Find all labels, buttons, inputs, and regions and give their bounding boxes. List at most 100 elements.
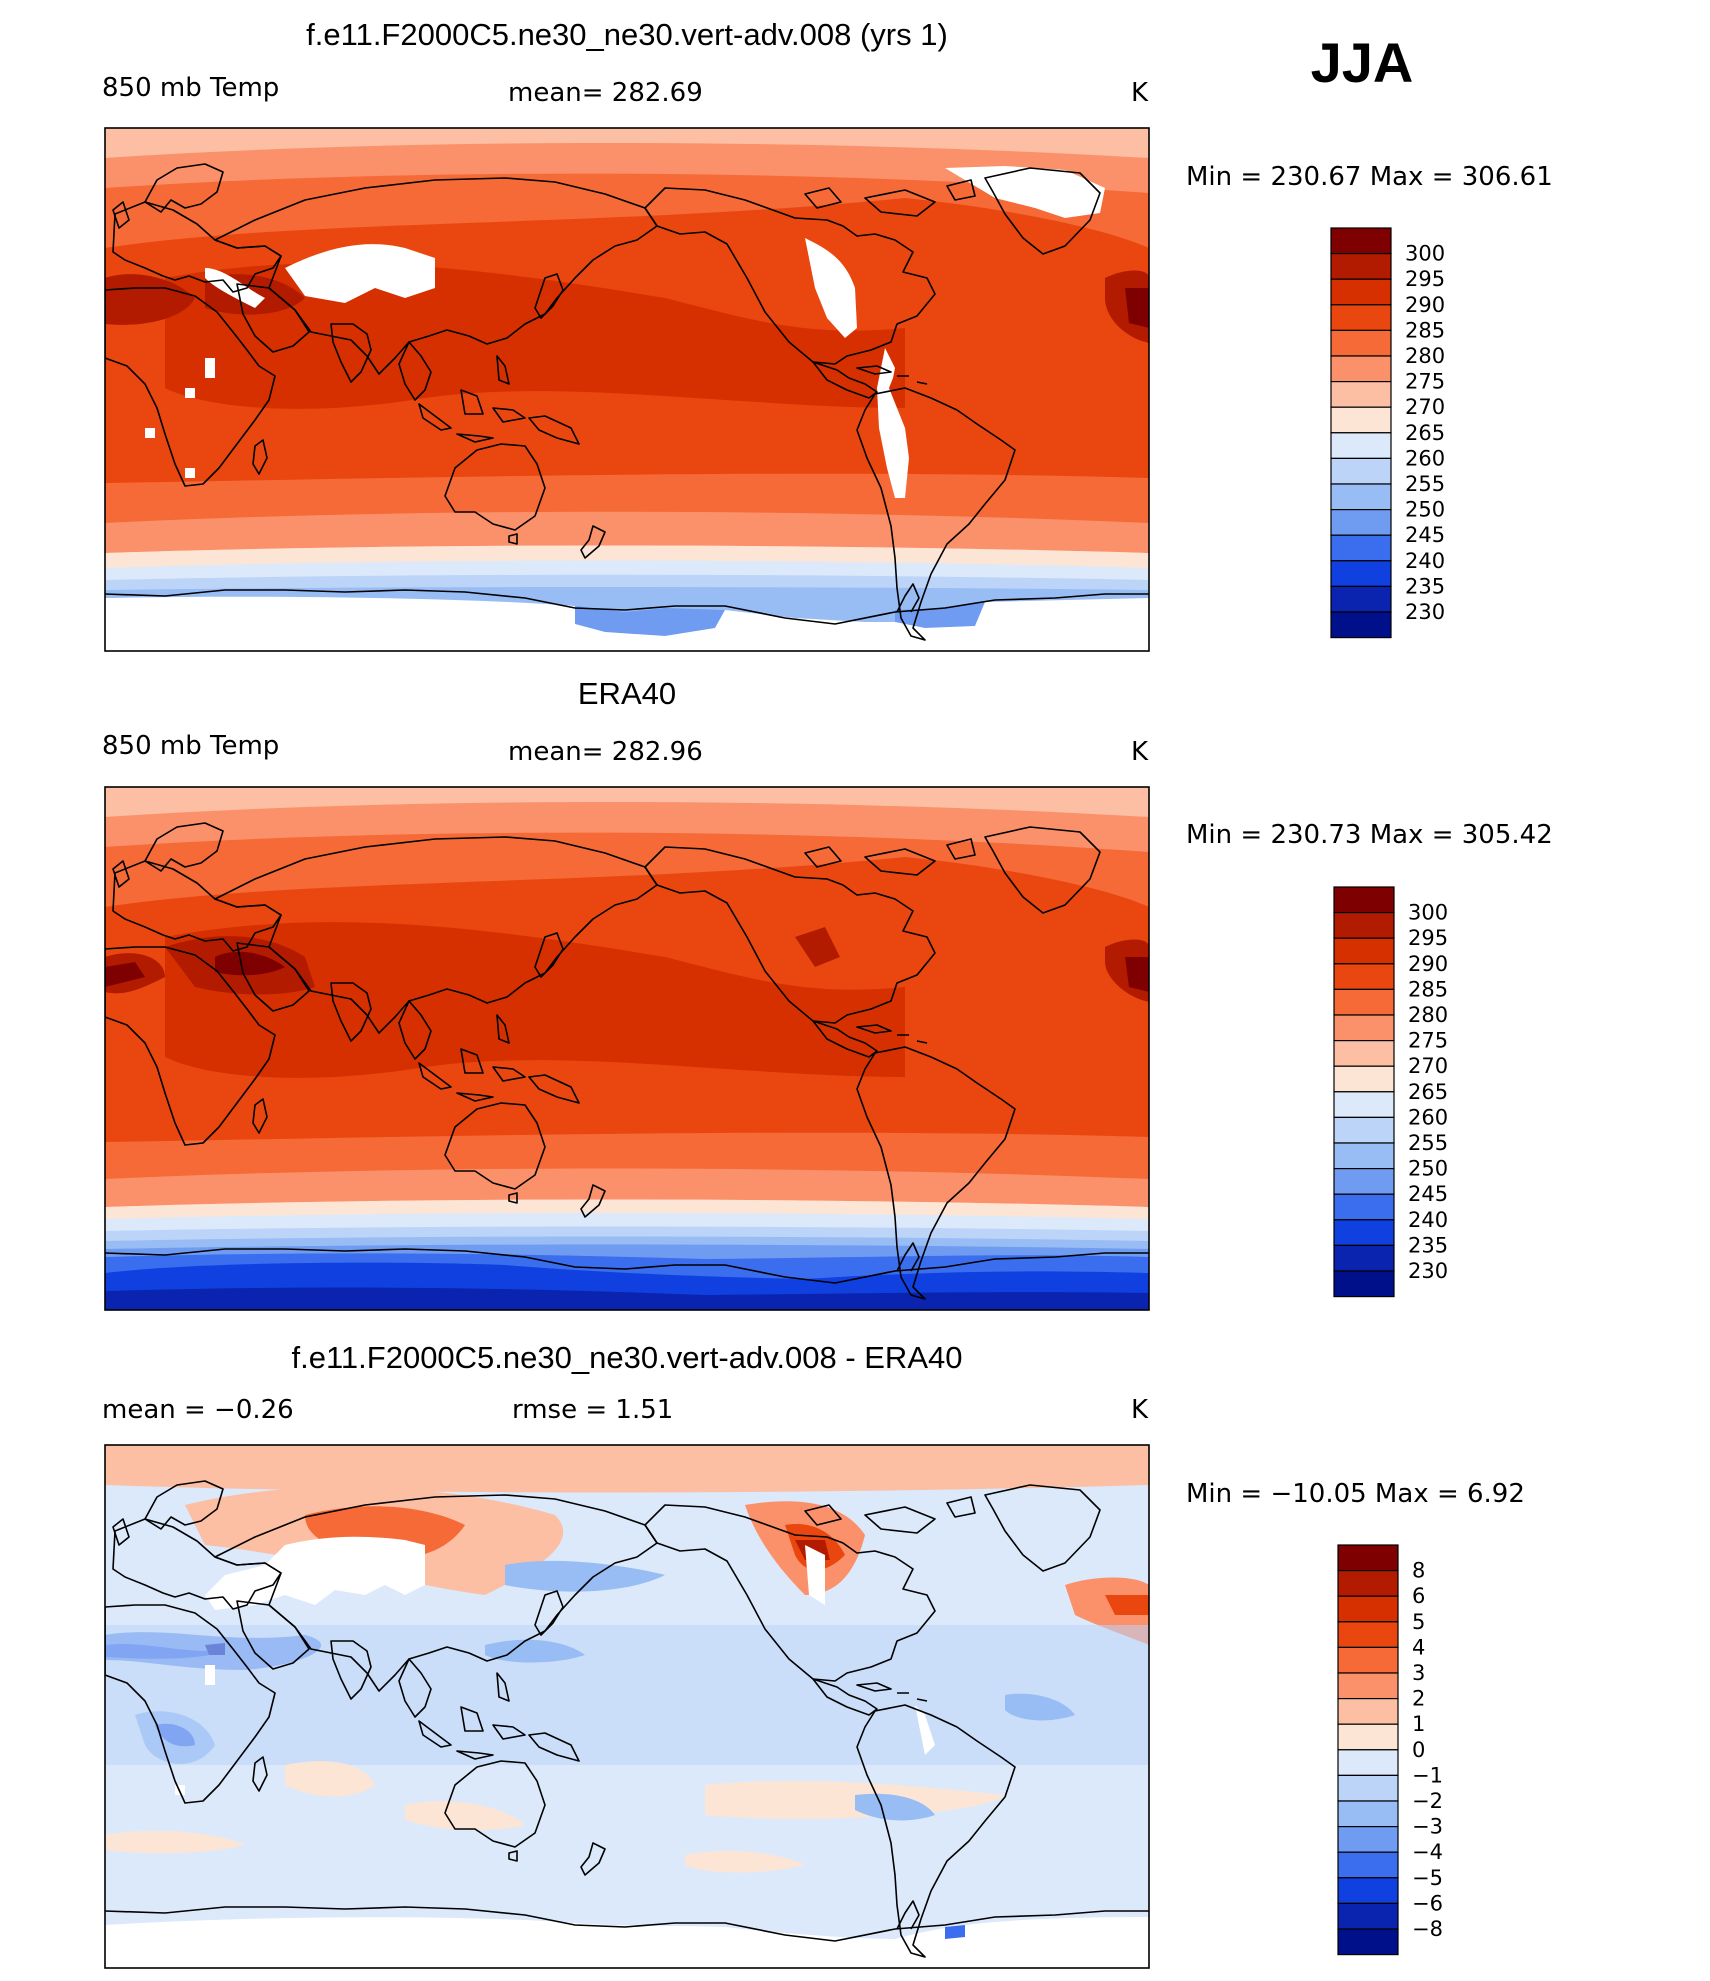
colorbar-swatch [1330, 585, 1392, 613]
panel-2-mean: mean= 282.96 [508, 737, 703, 767]
colorbar-tick-label: 300 [1408, 901, 1448, 925]
colorbar-tick-label: 295 [1408, 926, 1448, 950]
panel-1-mean: mean= 282.69 [508, 78, 703, 108]
colorbar-tick-label: 265 [1408, 1080, 1448, 1104]
colorbar-swatch [1333, 1014, 1395, 1042]
colorbar-swatch [1330, 611, 1392, 639]
colorbar-tick-label: −8 [1412, 1917, 1443, 1941]
colorbar-tick-label: 245 [1408, 1182, 1448, 1206]
colorbar-swatch [1330, 432, 1392, 459]
colorbar-swatch [1337, 1774, 1399, 1802]
colorbar-tick-label: −5 [1412, 1866, 1443, 1890]
colorbar-swatch [1337, 1723, 1399, 1751]
colorbar-tick-label: −4 [1412, 1840, 1443, 1864]
colorbar-tick-label: 280 [1408, 1003, 1448, 1027]
colorbar-swatch [1337, 1544, 1399, 1572]
colorbar-swatch [1333, 1219, 1395, 1247]
colorbar-tick-label: 255 [1408, 1131, 1448, 1155]
panel-3-rmse: rmse = 1.51 [512, 1395, 673, 1425]
colorbar-tick-label: 290 [1405, 293, 1445, 317]
colorbar-tick-label: 295 [1405, 267, 1445, 291]
colorbar-tick-label: 285 [1405, 318, 1445, 342]
colorbar-swatch [1337, 1902, 1399, 1930]
colorbar-swatch [1333, 1039, 1395, 1067]
colorbar-swatch [1337, 1877, 1399, 1905]
colorbar-swatch [1333, 911, 1395, 939]
panel-2-units: K [1131, 737, 1149, 767]
colorbar-swatch [1337, 1928, 1399, 1956]
colorbar-swatch [1333, 937, 1395, 965]
colorbar-tick-label: 1 [1412, 1712, 1425, 1736]
colorbar-swatch [1330, 329, 1392, 357]
colorbar-swatch [1333, 1244, 1395, 1272]
colorbar-swatch [1337, 1621, 1399, 1649]
colorbar-swatch [1330, 560, 1392, 587]
map-panel-difference [104, 1444, 1150, 1969]
panel-2-title: ERA40 [578, 676, 676, 711]
colorbar-tick-label: 275 [1405, 370, 1445, 394]
colorbar-tick-label: 255 [1405, 472, 1445, 496]
colorbar-swatch [1330, 406, 1392, 434]
panel-3-units: K [1131, 1395, 1149, 1425]
colorbar-swatch [1330, 509, 1392, 536]
colorbar-tick-label: 0 [1412, 1738, 1425, 1762]
colorbar-tick-label: 3 [1412, 1661, 1425, 1685]
colorbar-tick-label: 250 [1408, 1157, 1448, 1181]
colorbar-swatch [1330, 534, 1392, 562]
colorbar-swatch [1330, 253, 1392, 280]
colorbar-model: 3002952902852802752702652602552502452402… [1330, 227, 1445, 639]
colorbar-swatch [1337, 1749, 1399, 1777]
colorbar-tick-label: 245 [1405, 523, 1445, 547]
colorbar-swatch [1333, 1193, 1395, 1221]
colorbar-tick-label: 290 [1408, 952, 1448, 976]
colorbar-tick-label: 260 [1405, 446, 1445, 470]
panel-2-minmax: Min = 230.73 Max = 305.42 [1186, 820, 1553, 850]
colorbar-swatch [1333, 1091, 1395, 1119]
panel-2-variable-label: 850 mb Temp [102, 731, 279, 761]
colorbar-swatch [1330, 304, 1392, 331]
map-panel-model [104, 127, 1150, 652]
colorbar-swatch [1330, 278, 1392, 306]
colorbar-swatch [1337, 1825, 1399, 1853]
colorbar-tick-label: 270 [1405, 395, 1445, 419]
colorbar-swatch [1337, 1646, 1399, 1674]
colorbar-tick-label: 240 [1405, 549, 1445, 573]
panel-1-title: f.e11.F2000C5.ne30_ne30.vert-adv.008 (yr… [306, 17, 948, 52]
colorbar-tick-label: 235 [1405, 574, 1445, 598]
panel-3-minmax: Min = −10.05 Max = 6.92 [1186, 1479, 1525, 1509]
colorbar-tick-label: −6 [1412, 1891, 1443, 1915]
map-panel-era40 [104, 786, 1150, 1311]
colorbar-tick-label: 8 [1412, 1559, 1425, 1583]
colorbar-swatch [1333, 1270, 1395, 1298]
colorbar-swatch [1337, 1851, 1399, 1879]
colorbar-tick-label: 250 [1405, 498, 1445, 522]
colorbar-tick-label: 270 [1408, 1054, 1448, 1078]
colorbar-swatch [1330, 355, 1392, 383]
colorbar-swatch [1330, 457, 1392, 485]
colorbar-swatch [1333, 988, 1395, 1016]
colorbar-swatch [1337, 1569, 1399, 1597]
colorbar-tick-label: 230 [1405, 600, 1445, 624]
season-label: JJA [1311, 31, 1414, 94]
colorbar-swatch [1337, 1800, 1399, 1828]
colorbar-tick-label: 265 [1405, 421, 1445, 445]
panel-3-title: f.e11.F2000C5.ne30_ne30.vert-adv.008 - E… [292, 1340, 963, 1375]
colorbar-tick-label: 2 [1412, 1687, 1425, 1711]
colorbar-tick-label: 280 [1405, 344, 1445, 368]
colorbar-swatch [1333, 1167, 1395, 1195]
colorbar-tick-label: 300 [1405, 242, 1445, 266]
colorbar-swatch [1337, 1595, 1399, 1623]
colorbar-tick-label: 285 [1408, 977, 1448, 1001]
panel-1-minmax: Min = 230.67 Max = 306.61 [1186, 162, 1553, 192]
colorbar-tick-label: −2 [1412, 1789, 1443, 1813]
colorbar-swatch [1337, 1672, 1399, 1700]
colorbar-tick-label: 275 [1408, 1029, 1448, 1053]
panel-1-variable-label: 850 mb Temp [102, 73, 279, 103]
panel-3-mean: mean = −0.26 [102, 1395, 294, 1425]
colorbar-tick-label: 230 [1408, 1259, 1448, 1283]
colorbar-era40: 3002952902852802752702652602552502452402… [1333, 886, 1448, 1298]
colorbar-tick-label: 6 [1412, 1584, 1425, 1608]
colorbar-tick-label: 4 [1412, 1635, 1425, 1659]
